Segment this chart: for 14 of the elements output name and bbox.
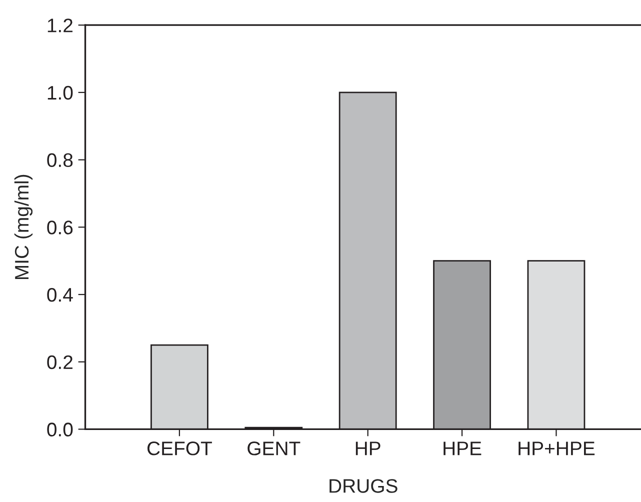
y-tick-label: 0.4 [47,288,73,302]
x-tick-label: HP+HPE [518,442,595,456]
x-axis-title: DRUGS [330,479,398,493]
x-tick-label: GENT [248,442,300,456]
x-tick-label: HPE [444,442,482,456]
y-tick-label: 1.0 [48,86,73,100]
y-tick-label: 0.2 [47,355,72,370]
y-tick-label: 0.8 [47,153,73,168]
y-tick-label: 1.2 [48,18,72,32]
y-tick-label: 0.0 [47,422,73,436]
x-tick-label: HP [356,442,380,456]
y-axis-title: MIC (mg/ml) [14,174,33,280]
y-tick-label: 0.6 [47,220,73,234]
x-tick-label: CEFOT [147,442,212,456]
